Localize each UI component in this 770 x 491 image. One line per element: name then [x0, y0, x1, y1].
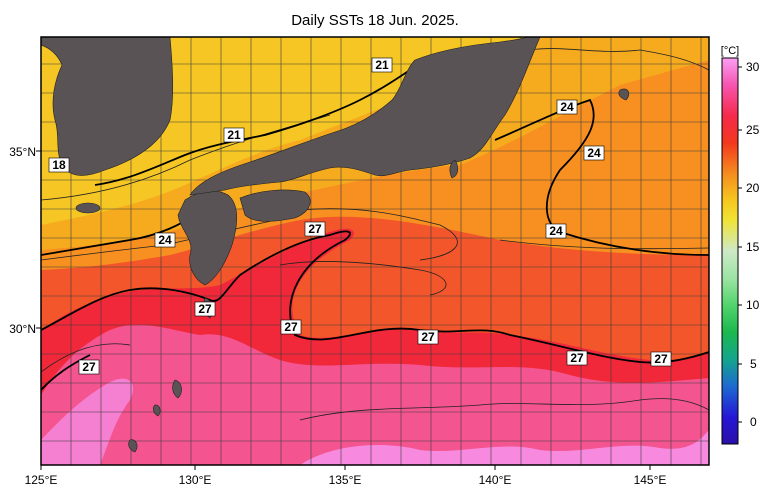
colorbar-tick-10: 10: [746, 298, 760, 312]
colorbar-tick-30: 30: [746, 60, 760, 74]
isotherm-label-27g: 27: [650, 351, 672, 367]
isotherm-label-21a: 21: [371, 57, 393, 73]
honshu: [189, 37, 541, 196]
jeju-island: [75, 202, 101, 214]
sst-band-30b: [300, 430, 709, 465]
isotherm-label-24c: 24: [583, 145, 605, 161]
isotherm-label-27b: 27: [194, 301, 216, 317]
x-tick-145: 145°E: [634, 473, 667, 487]
isotherm-label-21b: 21: [223, 127, 245, 143]
y-tick-30n: 30°N: [9, 322, 36, 336]
x-tick-130: 130°E: [179, 473, 212, 487]
svg-text:21: 21: [375, 58, 389, 72]
svg-text:24: 24: [549, 224, 563, 238]
kyushu: [177, 190, 238, 286]
sst-band-30a: [41, 378, 134, 465]
svg-text:24: 24: [587, 146, 601, 160]
svg-text:27: 27: [82, 360, 96, 374]
isotherm-label-27e: 27: [78, 359, 100, 375]
colorbar-gradient: [721, 57, 739, 445]
isotherm-label-27a: 27: [304, 221, 326, 237]
isotherm-label-27c: 27: [280, 319, 302, 335]
sst-field: [41, 37, 709, 465]
map-title: Daily SSTs 18 Jun. 2025.: [291, 12, 459, 29]
isotherm-27-sw: [41, 354, 91, 391]
colorbar-tick-5: 5: [750, 357, 757, 371]
colorbar-tick-20: 20: [746, 181, 760, 195]
okinawa-island: [128, 439, 138, 453]
svg-text:27: 27: [654, 352, 668, 366]
svg-text:27: 27: [198, 302, 212, 316]
colorbar-tick-0: 0: [750, 415, 757, 429]
isotherm-labels: 21 21 18 24 24 24 24 27: [48, 57, 672, 375]
isotherm-label-24a: 24: [154, 232, 176, 248]
svg-text:27: 27: [570, 351, 584, 365]
izu-peninsula: [449, 159, 459, 179]
sst-band-28: [41, 324, 709, 465]
x-tick-125: 125°E: [25, 473, 58, 487]
svg-text:18: 18: [52, 158, 66, 172]
colorbar-unit: [°C]: [721, 45, 739, 57]
colorbar-tick-25: 25: [746, 123, 760, 137]
axis-labels: 125°E 130°E 135°E 140°E 145°E 35°N 30°N: [9, 145, 666, 487]
y-tick-35n: 35°N: [9, 145, 36, 159]
svg-text:24: 24: [158, 233, 172, 247]
isotherm-label-24b: 24: [556, 99, 578, 115]
amami-island: [172, 379, 182, 399]
colorbar-tick-15: 15: [746, 240, 760, 254]
isotherm-label-24d: 24: [545, 223, 567, 239]
svg-text:21: 21: [227, 128, 241, 142]
svg-text:27: 27: [308, 222, 322, 236]
svg-text:24: 24: [560, 100, 574, 114]
isotherm-label-18: 18: [48, 157, 70, 173]
x-tick-135: 135°E: [329, 473, 362, 487]
map-frame: [40, 36, 710, 466]
svg-text:27: 27: [421, 330, 435, 344]
x-tick-140: 140°E: [479, 473, 512, 487]
isotherm-27: [41, 230, 709, 364]
shikoku: [239, 189, 311, 222]
isotherm-label-27f: 27: [566, 350, 588, 366]
svg-text:27: 27: [284, 320, 298, 334]
colorbar: [°C] 30 25 20 15 10 5 0: [721, 45, 760, 445]
land: [41, 37, 630, 453]
isotherm-21: [94, 69, 411, 186]
axis-ticks: [36, 150, 651, 470]
isotherm-label-27d: 27: [417, 329, 439, 345]
east-island: [618, 88, 630, 101]
tokara-island: [153, 404, 161, 417]
